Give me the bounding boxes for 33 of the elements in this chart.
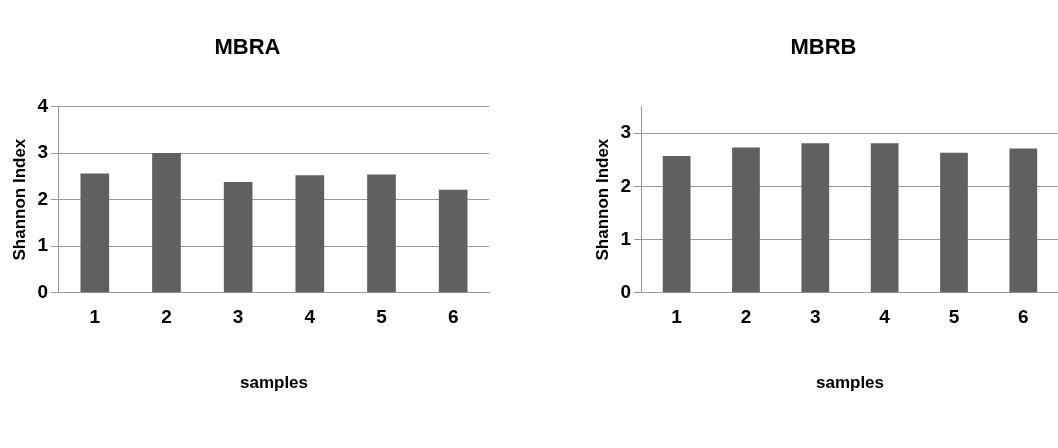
x-tick-label: 6 bbox=[1018, 306, 1029, 328]
bar bbox=[438, 189, 468, 293]
bar bbox=[80, 173, 110, 293]
y-tick-label: 2 bbox=[37, 187, 48, 209]
x-tick-label: 3 bbox=[810, 306, 821, 328]
x-tick-label: 5 bbox=[376, 306, 388, 328]
bar bbox=[223, 181, 253, 293]
y-tick-label: 0 bbox=[37, 281, 48, 303]
x-axis-title: samples bbox=[239, 373, 309, 393]
chart-title: MBRA bbox=[214, 34, 281, 60]
x-tick-label: 1 bbox=[89, 306, 101, 328]
y-tick-label: 3 bbox=[620, 121, 631, 143]
y-tick-label: 0 bbox=[620, 281, 631, 303]
y-tick-label: 1 bbox=[37, 234, 49, 256]
bar bbox=[367, 174, 396, 293]
x-tick-label: 2 bbox=[740, 306, 752, 328]
bar bbox=[152, 153, 181, 293]
chart-title: MBRB bbox=[790, 34, 857, 60]
x-axis-title: samples bbox=[815, 373, 885, 393]
y-tick-label: 3 bbox=[37, 141, 48, 163]
y-tick-label: 1 bbox=[620, 227, 632, 249]
x-tick-label: 4 bbox=[304, 306, 316, 328]
x-tick-label: 1 bbox=[671, 306, 683, 328]
y-axis-title: Shannon Index bbox=[9, 138, 29, 261]
x-tick-label: 4 bbox=[879, 306, 891, 328]
x-tick-label: 2 bbox=[161, 306, 172, 328]
x-tick-label: 6 bbox=[447, 306, 459, 328]
y-axis-title: Shannon Index bbox=[592, 138, 612, 261]
y-tick-label: 4 bbox=[37, 94, 49, 116]
x-tick-label: 5 bbox=[948, 306, 960, 328]
bar bbox=[295, 175, 325, 293]
y-tick-label: 2 bbox=[620, 174, 631, 196]
x-tick-label: 3 bbox=[232, 306, 244, 328]
